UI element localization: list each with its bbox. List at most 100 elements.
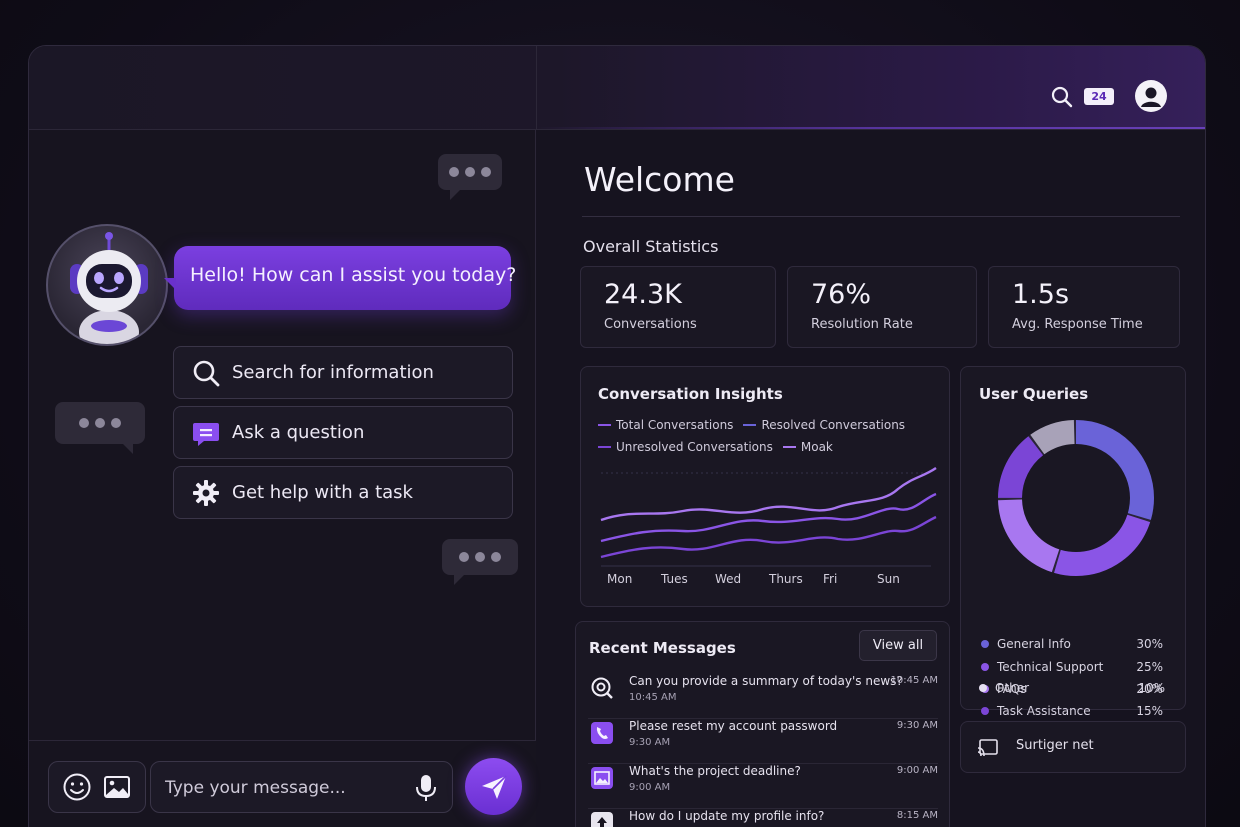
chat-icon xyxy=(192,419,220,447)
surtiger-label: Surtiger net xyxy=(1016,738,1094,753)
message-input[interactable] xyxy=(165,776,395,800)
card-title: Recent Messages xyxy=(589,639,736,657)
surtiger-card[interactable]: Surtiger net xyxy=(960,721,1186,773)
x-tick: Fri xyxy=(823,572,837,586)
recent-messages-card: Recent Messages View all Can you provide… xyxy=(575,621,950,827)
stat-card-response-time: 1.5s Avg. Response Time xyxy=(988,266,1180,348)
cast-icon xyxy=(977,739,998,757)
legend-item: Moak xyxy=(783,440,833,454)
message-text: Can you provide a summary of today's new… xyxy=(629,674,903,688)
message-input-box xyxy=(150,761,453,813)
message-row[interactable]: Please reset my account password 9:30 AM… xyxy=(588,719,938,764)
line-chart: Mon Tues Wed Thurs Fri Sun xyxy=(600,467,937,586)
user-avatar-icon[interactable] xyxy=(1135,80,1167,112)
upload-icon xyxy=(591,812,613,827)
search-icon xyxy=(192,359,220,387)
donut-slice xyxy=(998,420,1154,576)
query-name: Technical Support xyxy=(997,660,1104,674)
page-title: Welcome xyxy=(584,160,735,199)
stat-value: 24.3K xyxy=(604,279,682,310)
series-line xyxy=(600,515,937,559)
message-subtime: 9:30 AM xyxy=(629,737,671,748)
stat-value: 76% xyxy=(811,279,872,310)
send-icon xyxy=(481,774,507,799)
query-percent: 20% xyxy=(1136,682,1163,696)
view-all-button[interactable]: View all xyxy=(859,630,937,661)
gear-icon xyxy=(192,479,220,507)
image-icon[interactable] xyxy=(102,772,132,802)
notification-badge[interactable]: 24 xyxy=(1084,88,1114,105)
message-time: 8:15 AM xyxy=(896,810,938,821)
search-icon[interactable] xyxy=(1050,85,1074,109)
ask-question-button[interactable]: Ask a question xyxy=(173,406,513,459)
typing-indicator xyxy=(55,402,145,454)
topbar-glow xyxy=(536,127,1205,129)
chat-panel: Hello! How can I assist you today? Searc… xyxy=(29,130,536,827)
card-title: Conversation Insights xyxy=(598,385,783,403)
message-time: 9:30 AM xyxy=(896,720,938,731)
action-label: Ask a question xyxy=(232,422,365,443)
robot-avatar-icon xyxy=(46,224,168,346)
message-subtime: 10:45 AM xyxy=(629,692,677,703)
bot-message-bubble: Hello! How can I assist you today? xyxy=(164,246,516,310)
stat-value: 1.5s xyxy=(1012,279,1070,310)
media-buttons xyxy=(48,761,146,813)
x-tick: Thurs xyxy=(768,572,803,586)
query-name: Other xyxy=(995,681,1030,695)
typing-indicator xyxy=(442,539,518,585)
typing-indicator xyxy=(438,154,502,200)
stat-label: Resolution Rate xyxy=(811,317,913,332)
user-queries-card: User Queries General Info 30% Technical S… xyxy=(960,366,1186,718)
topbar-divider xyxy=(536,46,537,130)
divider xyxy=(582,216,1180,217)
query-name: Task Assistance xyxy=(997,704,1091,718)
phone-icon xyxy=(591,722,613,744)
stat-card-resolution-rate: 76% Resolution Rate xyxy=(787,266,977,348)
card-title: User Queries xyxy=(979,385,1089,403)
message-text: How do I update my profile info? xyxy=(629,809,825,823)
action-label: Get help with a task xyxy=(232,482,413,503)
message-subtime: 9:00 AM xyxy=(629,782,671,793)
message-row[interactable]: What's the project deadline? 9:00 AM 9:0… xyxy=(588,764,938,809)
x-tick: Mon xyxy=(607,572,632,586)
query-name: General Info xyxy=(997,637,1071,651)
top-bar: 24 xyxy=(29,46,1205,130)
stat-label: Conversations xyxy=(604,317,697,332)
app-window: 24 Hello! How can I assist you today? xyxy=(28,45,1206,827)
message-time: 9:00 AM xyxy=(896,765,938,776)
message-composer xyxy=(29,740,536,827)
x-tick: Sun xyxy=(877,572,900,586)
send-button[interactable] xyxy=(465,758,522,815)
legend-item: Unresolved Conversations xyxy=(598,440,773,454)
query-percent: 10% xyxy=(1138,681,1165,695)
message-text: What's the project deadline? xyxy=(629,764,801,778)
x-tick: Wed xyxy=(715,572,741,586)
message-row[interactable]: How do I update my profile info? 8:15 AM xyxy=(588,809,938,827)
microphone-icon[interactable] xyxy=(413,774,439,802)
emoji-icon[interactable] xyxy=(62,772,92,802)
legend-item: Resolved Conversations xyxy=(743,418,905,432)
donut-chart xyxy=(998,420,1154,576)
get-help-task-button[interactable]: Get help with a task xyxy=(173,466,513,519)
query-percent: 25% xyxy=(1136,660,1163,674)
stat-label: Avg. Response Time xyxy=(1012,317,1143,332)
image-icon xyxy=(591,767,613,789)
series-line xyxy=(600,492,937,543)
x-tick: Tues xyxy=(660,572,688,586)
query-percent: 15% xyxy=(1136,704,1163,718)
chart-legend: Total Conversations Resolved Conversatio… xyxy=(598,418,905,432)
action-label: Search for information xyxy=(232,362,434,383)
overall-statistics-title: Overall Statistics xyxy=(583,237,719,256)
search-icon xyxy=(591,677,613,699)
search-information-button[interactable]: Search for information xyxy=(173,346,513,399)
message-row[interactable]: Can you provide a summary of today's new… xyxy=(588,674,938,719)
query-name: FAQs xyxy=(997,682,1027,696)
donut-slice xyxy=(998,420,1154,576)
message-time: 10:45 AM xyxy=(890,675,938,686)
query-percent: 30% xyxy=(1136,637,1163,651)
conversation-insights-card: Conversation Insights Total Conversation… xyxy=(580,366,950,607)
legend-item: Total Conversations xyxy=(598,418,733,432)
chart-legend: Unresolved Conversations Moak xyxy=(598,440,833,454)
message-text: Please reset my account password xyxy=(629,719,838,733)
stat-card-conversations: 24.3K Conversations xyxy=(580,266,776,348)
